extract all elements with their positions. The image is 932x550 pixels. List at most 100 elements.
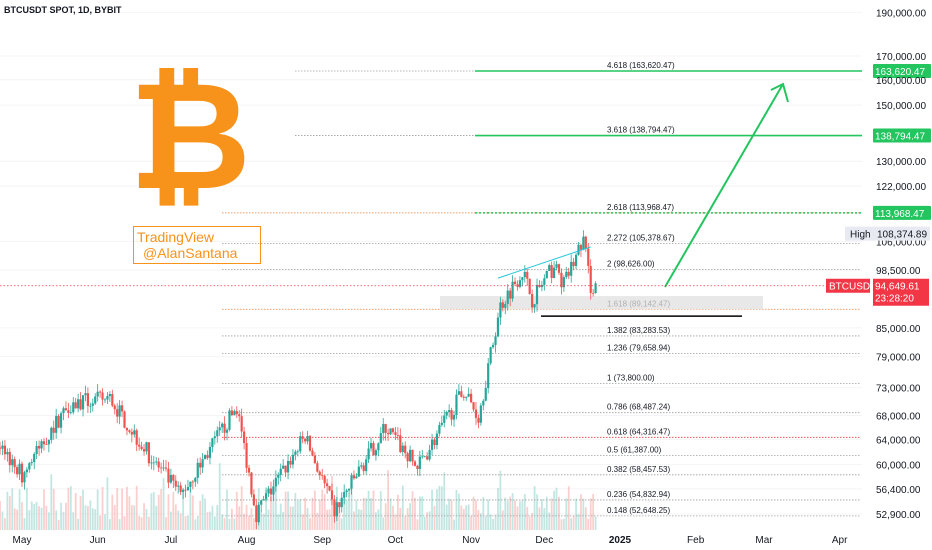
candle [509,287,512,307]
volume-bar [348,497,350,530]
volume-bar [462,508,465,530]
volume-bar [340,518,343,530]
candle-body [467,393,470,397]
candle-body [460,391,463,397]
candle-body [357,466,360,477]
volume-bar [316,512,319,530]
volume-bar [384,503,387,530]
candle-body [462,396,465,398]
target-levels: 163,620.47 138,794.47 113,968.47 [475,64,931,220]
candle [499,296,502,326]
candle [77,393,80,413]
candle-body [557,264,561,273]
candle-body [430,439,434,450]
candle [384,423,387,441]
candle [291,448,295,469]
candle-body [11,459,14,466]
candle-body [196,462,199,478]
fib-label: 1.236 (79,658.94) [607,343,670,352]
candle-body [499,302,502,318]
x-tick-label: Jul [164,535,177,546]
time-axis[interactable]: May Jun Jul Aug Sep Oct Nov Dec 2025 Feb Mar Apr [13,535,849,546]
candle [130,428,133,443]
grid [0,11,862,515]
volume-bar [394,514,397,530]
volume-bar [431,489,433,530]
volume-bar [306,507,309,530]
volume-bar [279,503,282,530]
candle-body [184,489,187,491]
candle [267,486,270,497]
candle-body [448,410,451,413]
candle-body [94,396,97,404]
volume-bar [8,495,11,530]
candle-body [360,465,363,467]
volume-bar [484,516,487,530]
candle-body [516,284,519,287]
candle-body [81,395,85,410]
volume-bar [23,518,26,530]
candle [116,403,119,424]
candle-body [30,462,33,464]
volume-bar [355,500,358,530]
candle [157,457,160,473]
candle-body [233,411,236,416]
volume-bar [267,509,270,530]
candle [467,387,470,398]
candle [494,332,497,353]
volume-bar [540,499,543,530]
volume-bar [567,486,570,530]
volume-bar [504,497,507,530]
candle [582,230,585,251]
candle-body [191,481,194,483]
volume-bar [79,495,82,530]
last-price-tag-bg [873,278,929,306]
candle-body [243,431,246,444]
volume-bar [372,490,375,530]
candle-body [230,410,234,416]
volume-bar [62,511,65,530]
y-tick-label: 160,000.00 [876,76,926,87]
candle-body [352,475,356,479]
candle [218,421,221,437]
candle-body [59,413,63,428]
candle [103,398,107,404]
candle [179,482,182,496]
volume-bar [289,506,292,530]
candle-body [509,290,512,299]
candle [250,471,253,498]
volume-bar [487,499,490,530]
candle [360,462,363,470]
price-axis[interactable]: 190,000.00 170,000.00 160,000.00 150,000.00… [876,8,926,521]
candle-body [206,455,209,458]
volume-bar [104,514,106,530]
volume-bar [206,512,209,530]
volume-bar [345,500,348,530]
candle [445,410,448,420]
candle [321,468,324,480]
candle-body [391,428,395,433]
volume-bar [375,512,377,530]
candle-body [382,424,385,434]
candle-body [138,444,141,447]
y-tick-label: 56,400.00 [876,485,921,496]
candle-body [308,435,312,451]
y-tick-label: 98,500.00 [876,266,921,277]
candle [196,458,199,484]
candle-body [16,467,19,475]
volume-bar [179,513,182,530]
candle-body [28,463,31,470]
candle [50,426,53,444]
arrow-head [770,82,789,103]
volume-bar [0,501,1,530]
candle-body [35,445,38,454]
candle [489,346,492,366]
candle-body [377,443,380,451]
volume-bar [562,518,565,530]
candle-body [513,281,517,285]
candle-body [299,436,302,452]
volume-bar [211,505,214,530]
candle [448,404,451,418]
candle-body [291,454,295,465]
